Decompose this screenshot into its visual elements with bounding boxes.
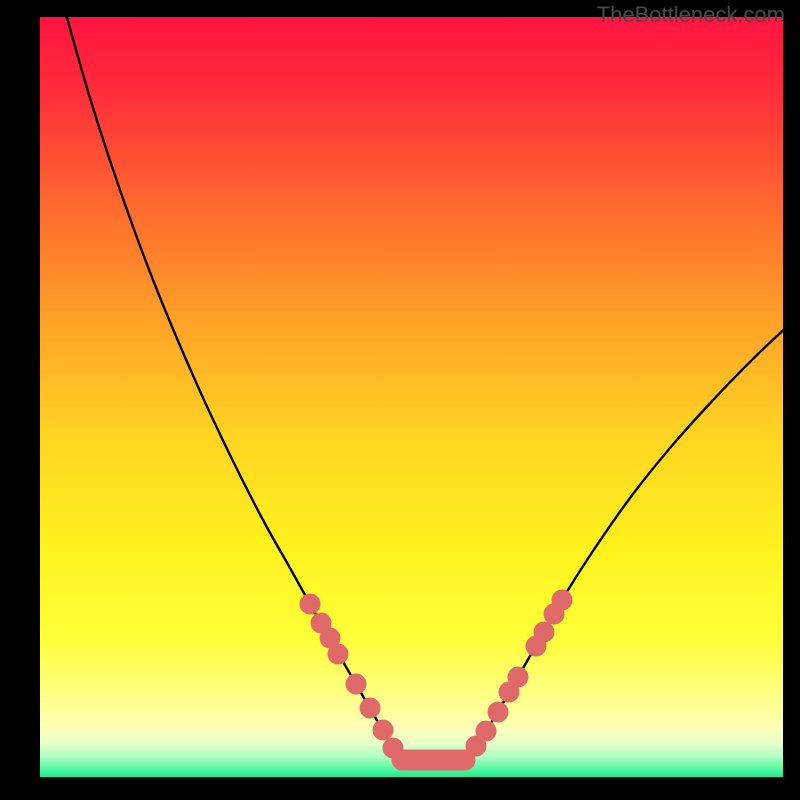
valley-pill-marker	[392, 750, 476, 771]
right-curve-marker	[476, 721, 497, 742]
left-curve	[62, 17, 402, 760]
left-curve-marker	[300, 594, 321, 615]
left-curve-marker	[346, 674, 367, 695]
chart-svg	[40, 17, 783, 777]
right-curve-marker	[552, 590, 573, 611]
watermark-text: TheBottleneck.com	[597, 2, 785, 28]
right-curve-marker	[508, 667, 529, 688]
right-curve-marker	[534, 622, 555, 643]
left-curve-marker	[360, 698, 381, 719]
left-curve-marker	[328, 644, 349, 665]
right-curve-marker	[488, 702, 509, 723]
left-curve-marker	[373, 720, 394, 741]
left-curve-marker	[383, 738, 404, 759]
